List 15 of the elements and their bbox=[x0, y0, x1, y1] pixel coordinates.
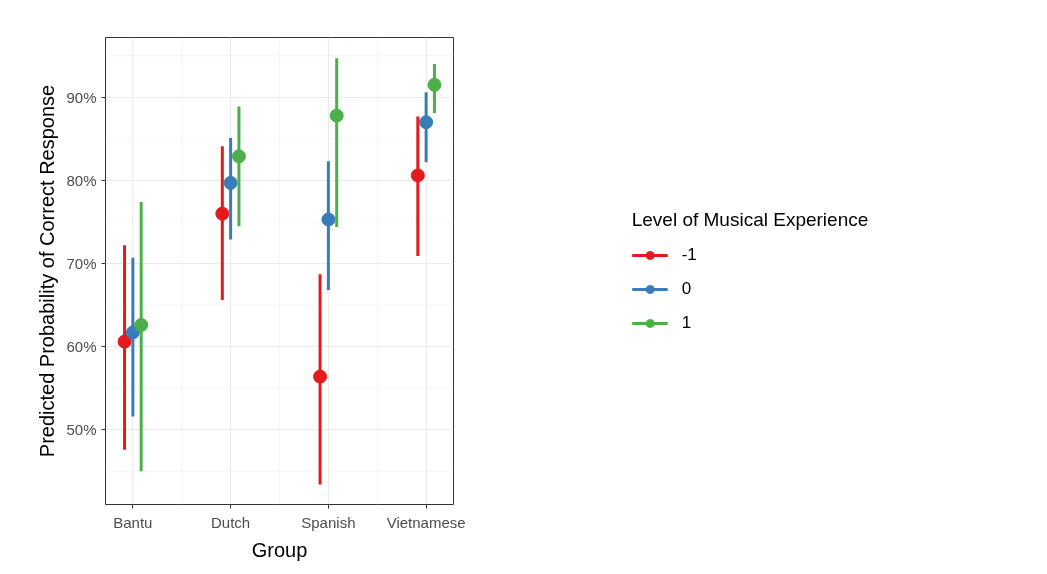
x-axis-title: Group bbox=[251, 538, 308, 561]
y-tick-label: 80% bbox=[66, 171, 97, 189]
x-tick-label: Dutch bbox=[211, 513, 251, 531]
legend-label: 1 bbox=[681, 312, 693, 333]
y-tick-label: 70% bbox=[66, 255, 97, 273]
legend-title: Level of Musical Experience bbox=[631, 208, 869, 231]
y-tick-label: 50% bbox=[66, 421, 97, 439]
x-tick-label: Bantu bbox=[113, 513, 153, 531]
x-tick-label: Vietnamese bbox=[386, 513, 466, 531]
y-axis-title: Predicted Probability of Correct Response bbox=[36, 84, 59, 458]
y-tick-label: 60% bbox=[66, 338, 97, 356]
legend-label: 0 bbox=[681, 278, 693, 299]
x-tick-label: Spanish bbox=[301, 513, 356, 531]
y-tick-label: 90% bbox=[66, 88, 97, 106]
legend-label: -1 bbox=[681, 244, 698, 265]
